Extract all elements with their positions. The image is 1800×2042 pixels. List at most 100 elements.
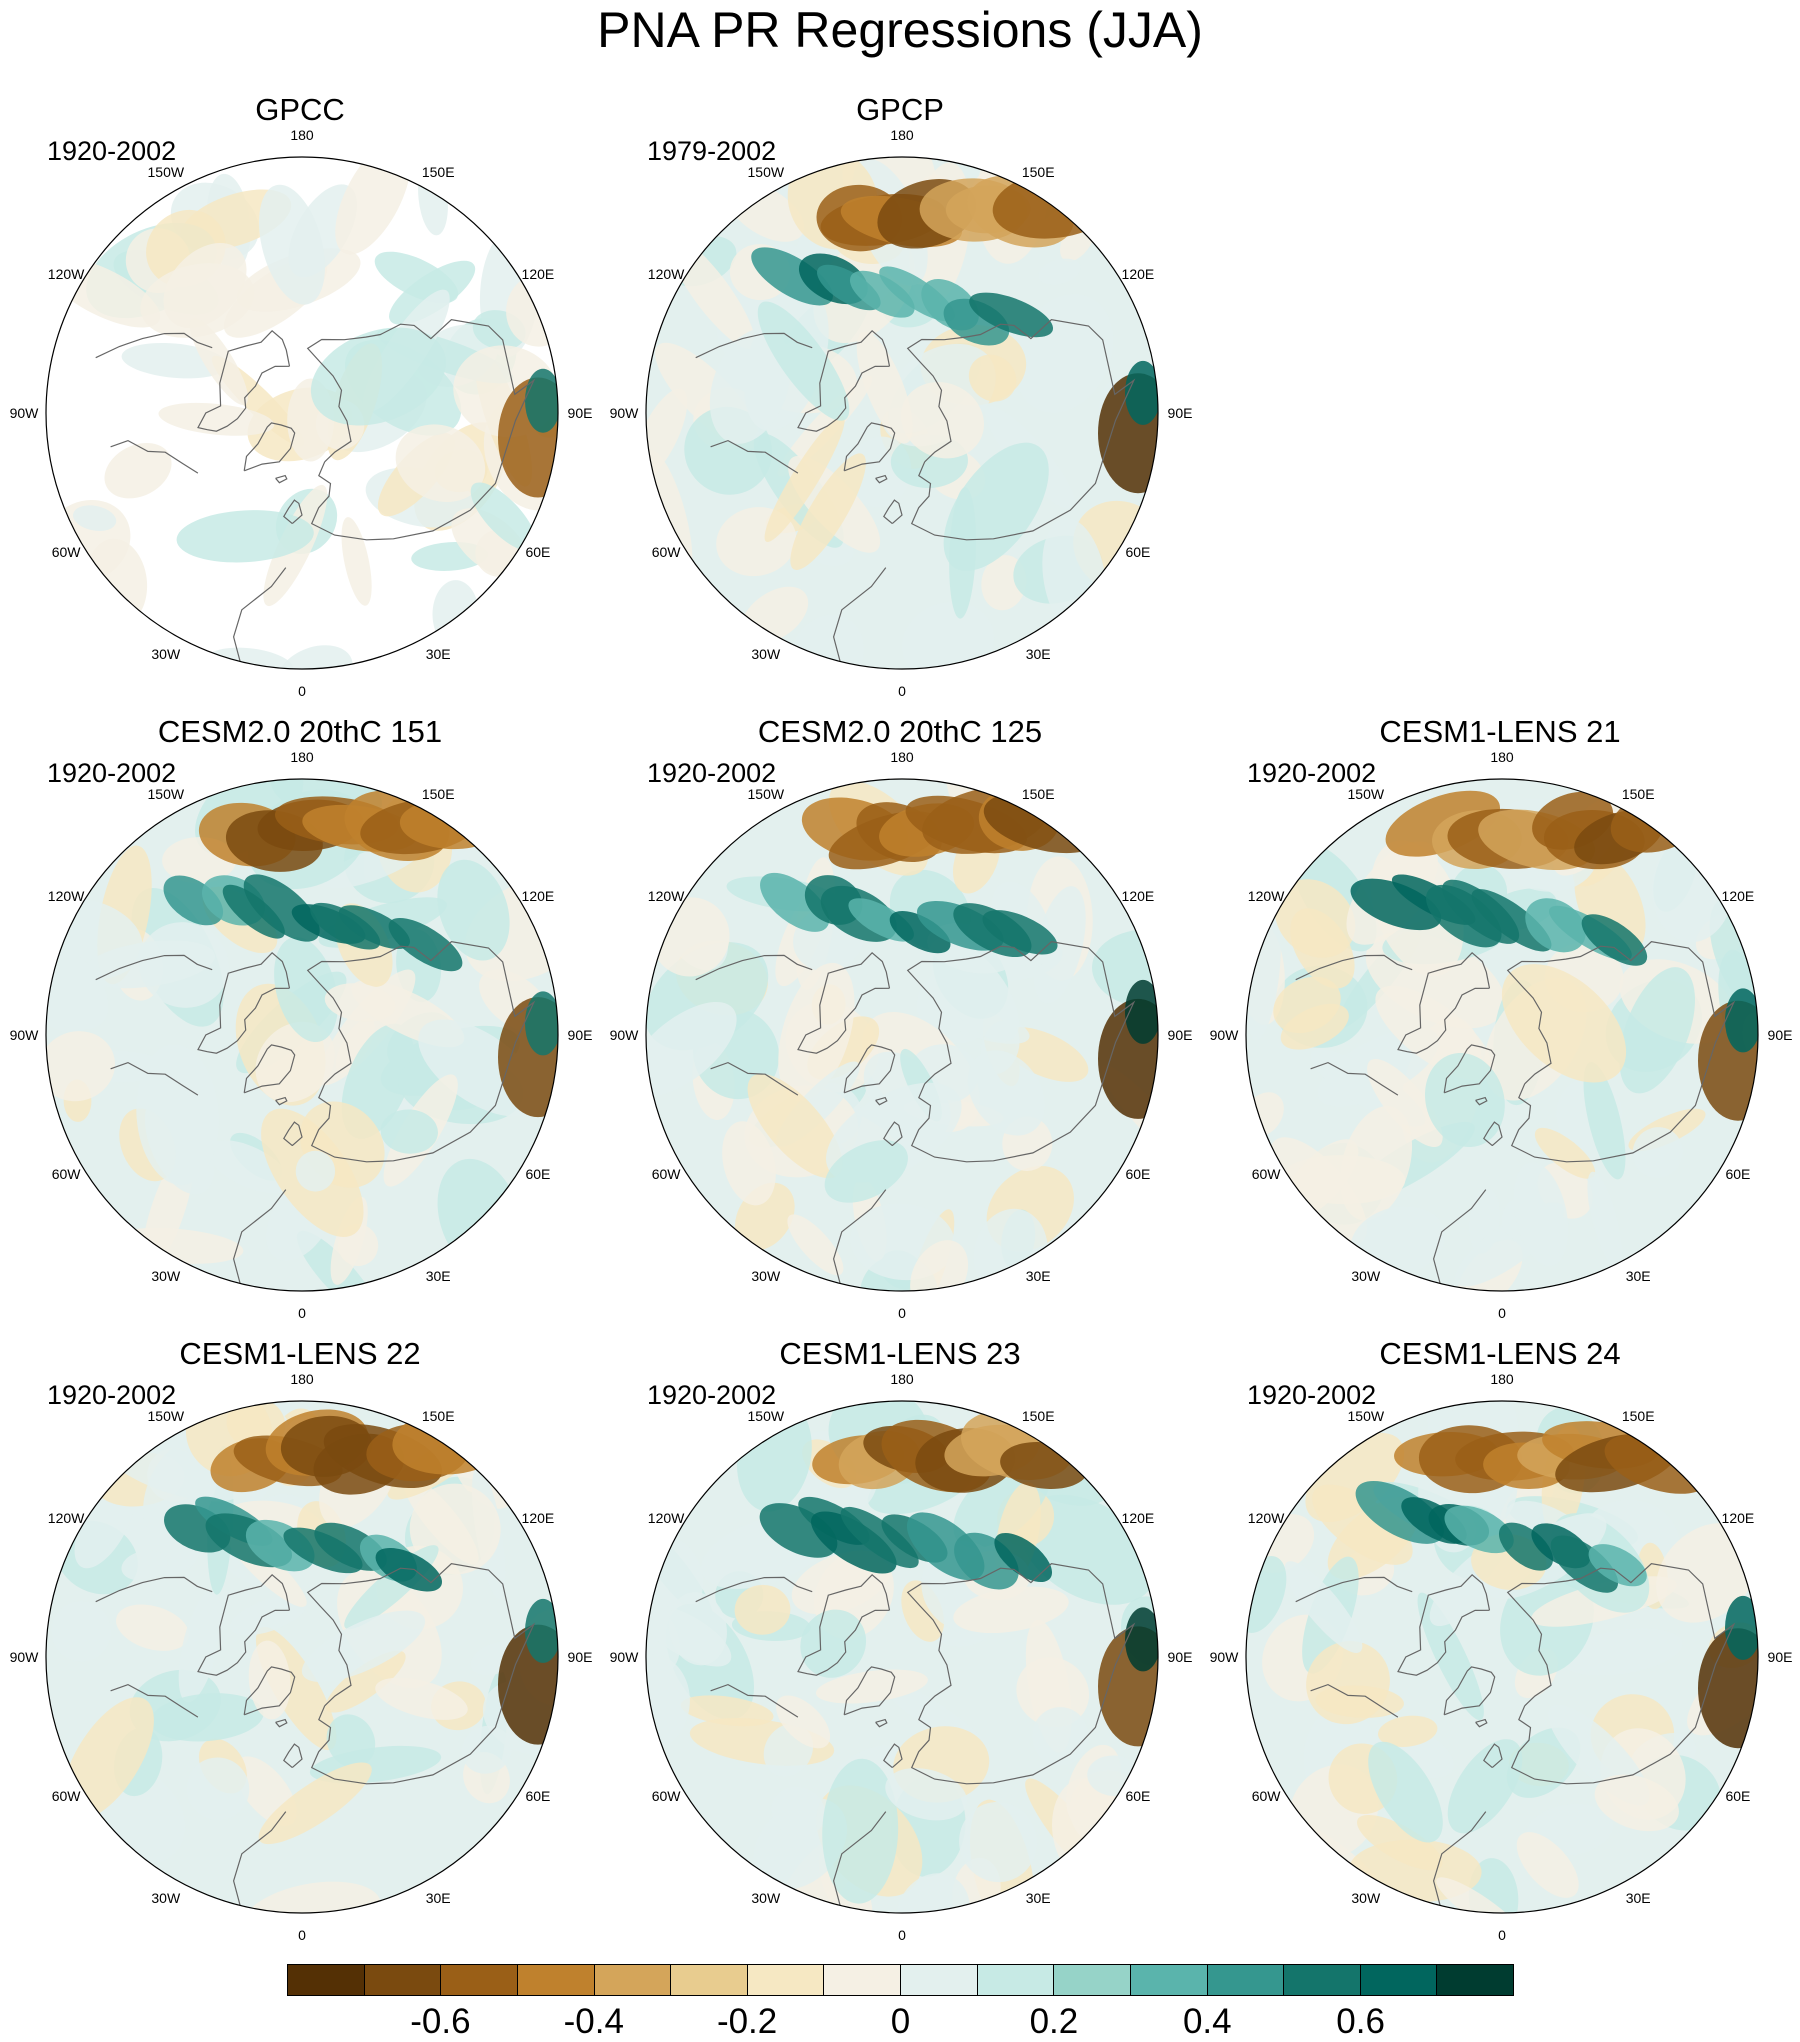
anomaly-patch	[380, 1109, 438, 1154]
anomaly-patch	[1594, 1774, 1679, 1832]
anomaly-patch	[121, 1550, 168, 1581]
coastline	[797, 951, 891, 1054]
longitude-label: 90E	[1168, 1027, 1193, 1043]
anomaly-patch	[1583, 1061, 1626, 1180]
coastline	[832, 1811, 887, 1906]
colorbar-box	[1130, 1965, 1208, 1995]
anomaly-patch	[206, 1140, 291, 1194]
coastline	[906, 1563, 1136, 1785]
map-panel-lens-24: CESM1-LENS 24 1920-2002 180 150E 120E 90E 60…	[1200, 1334, 1800, 1954]
panel-period: 1920-2002	[1247, 1380, 1377, 1410]
longitude-label: 0	[898, 1927, 906, 1943]
longitude-label: 30E	[426, 646, 451, 662]
longitude-label: 120W	[1248, 1510, 1285, 1526]
colorbar-box	[594, 1965, 672, 1995]
colorbar-box	[671, 1965, 748, 1995]
anomaly-patch	[498, 377, 558, 498]
longitude-label: 90E	[1168, 1649, 1193, 1665]
panel-period: 1920-2002	[47, 758, 177, 788]
longitude-label: 90W	[610, 405, 640, 421]
longitude-label: 180	[890, 1371, 914, 1387]
coastline	[1397, 951, 1491, 1054]
map-border	[645, 156, 1159, 670]
longitude-label: 0	[298, 1927, 306, 1943]
anomaly-patch	[375, 1547, 443, 1592]
coastline	[243, 1666, 296, 1716]
anomaly-patch	[81, 940, 216, 989]
coastline	[695, 332, 813, 359]
anomaly-patch	[1339, 1106, 1413, 1221]
anomaly-patch	[1033, 886, 1086, 1004]
anomaly-patch	[800, 1609, 867, 1678]
anomaly-patch	[498, 1624, 558, 1745]
coastline	[306, 1563, 536, 1785]
longitude-label: 90W	[10, 1027, 40, 1043]
anomaly-patch	[341, 517, 372, 606]
anomaly-patch	[747, 1073, 843, 1179]
anomaly-patch	[229, 1595, 307, 1636]
anomaly-patch	[1501, 964, 1627, 1083]
coastline	[197, 329, 291, 432]
longitude-label: 150E	[1622, 786, 1655, 802]
coastline	[275, 474, 288, 484]
precip-field	[646, 1401, 1158, 1913]
coastline	[883, 1743, 903, 1769]
map-border	[45, 1400, 559, 1914]
map-panel-lens-23: CESM1-LENS 23 1920-2002 180 150E 120E 90E 60…	[600, 1334, 1200, 1954]
anomaly-patch	[790, 453, 866, 571]
longitude-label: 120W	[1248, 888, 1285, 904]
anomaly-patch	[900, 382, 985, 459]
longitude-label: 60E	[1725, 1788, 1750, 1804]
colorbar-box	[441, 1965, 518, 1995]
precip-field	[1246, 1401, 1758, 1913]
anomaly-patch	[982, 910, 1058, 955]
anomaly-patch	[222, 884, 285, 939]
longitude-label: 60E	[525, 544, 550, 560]
longitude-label: 60E	[1125, 1166, 1150, 1182]
longitude-label: 90W	[10, 1649, 40, 1665]
anomaly-patch	[1513, 1162, 1569, 1267]
longitude-label: 180	[890, 127, 914, 143]
anomaly-patch	[646, 1001, 737, 1098]
map-panel-gpcc: GPCC 1920-2002 180 150E 120E 90E 60E 30E 0 30W 6…	[0, 90, 600, 710]
longitude-label: 150W	[148, 1408, 185, 1424]
coastline	[843, 422, 896, 472]
longitude-label: 150E	[422, 164, 455, 180]
anomaly-patch	[1273, 976, 1341, 1034]
coastline	[283, 499, 303, 525]
anomaly-patch	[1098, 373, 1158, 494]
polar-map: 180 150E 120E 90E 60E 30E 0 30W 60W 90W 120W 150W	[1210, 749, 1793, 1321]
panel-period: 1920-2002	[647, 1380, 777, 1410]
coastline	[1443, 1666, 1496, 1716]
longitude-label: 150E	[422, 1408, 455, 1424]
longitude-label: 30W	[1351, 1268, 1381, 1284]
anomaly-patch	[158, 402, 275, 436]
anomaly-patch	[1350, 878, 1442, 931]
anomaly-patch	[1098, 998, 1158, 1119]
coastline	[1443, 1044, 1496, 1094]
panel-title: CESM1-LENS 24	[1379, 1336, 1621, 1371]
colorbar-box	[364, 1965, 442, 1995]
anomaly-patch	[62, 1697, 154, 1821]
colorbar-box	[1437, 1965, 1513, 1995]
longitude-label: 150E	[1022, 164, 1055, 180]
anomaly-patch	[136, 1044, 220, 1186]
coastline	[1475, 1096, 1488, 1106]
anomaly-patch	[959, 1801, 1038, 1883]
anomaly-patch	[1619, 967, 1695, 1094]
colorbar-box	[1284, 1965, 1361, 1995]
longitude-label: 0	[298, 683, 306, 699]
anomaly-patch	[1357, 1814, 1443, 1871]
anomaly-patch	[525, 1598, 558, 1663]
coastline	[1483, 1743, 1503, 1769]
longitude-label: 30W	[751, 1890, 781, 1906]
coastline	[283, 1743, 303, 1769]
coastline	[1483, 1121, 1503, 1147]
anomaly-patch	[432, 580, 479, 649]
map-panel-lens-22: CESM1-LENS 22 1920-2002 180 150E 120E 90E 60…	[0, 1334, 600, 1954]
longitude-label: 120E	[1722, 1510, 1755, 1526]
anomaly-patch	[1284, 1561, 1363, 1653]
coastline	[906, 941, 1136, 1163]
precip-field	[646, 779, 1158, 1291]
longitude-label: 90W	[1210, 1027, 1240, 1043]
